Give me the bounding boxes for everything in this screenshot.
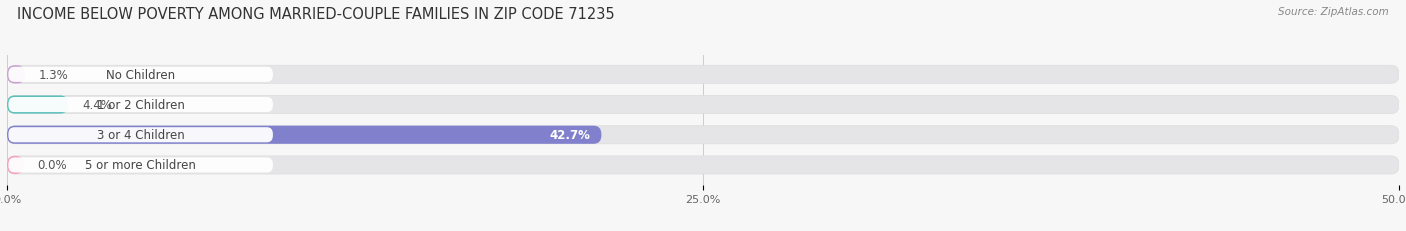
FancyBboxPatch shape [7, 66, 25, 84]
Text: 0.0%: 0.0% [38, 159, 67, 172]
FancyBboxPatch shape [7, 156, 1399, 174]
Text: Source: ZipAtlas.com: Source: ZipAtlas.com [1278, 7, 1389, 17]
FancyBboxPatch shape [8, 97, 273, 112]
FancyBboxPatch shape [8, 67, 273, 82]
Text: 42.7%: 42.7% [550, 129, 591, 142]
Text: 4.4%: 4.4% [82, 99, 112, 112]
Text: No Children: No Children [105, 69, 176, 82]
FancyBboxPatch shape [7, 96, 69, 114]
Text: 5 or more Children: 5 or more Children [86, 159, 195, 172]
Text: INCOME BELOW POVERTY AMONG MARRIED-COUPLE FAMILIES IN ZIP CODE 71235: INCOME BELOW POVERTY AMONG MARRIED-COUPL… [17, 7, 614, 22]
FancyBboxPatch shape [8, 158, 273, 173]
FancyBboxPatch shape [7, 156, 24, 174]
Text: 1 or 2 Children: 1 or 2 Children [97, 99, 184, 112]
Text: 3 or 4 Children: 3 or 4 Children [97, 129, 184, 142]
FancyBboxPatch shape [7, 126, 1399, 144]
FancyBboxPatch shape [8, 128, 273, 143]
Text: 1.3%: 1.3% [39, 69, 69, 82]
FancyBboxPatch shape [7, 126, 602, 144]
FancyBboxPatch shape [7, 96, 1399, 114]
FancyBboxPatch shape [7, 66, 1399, 84]
